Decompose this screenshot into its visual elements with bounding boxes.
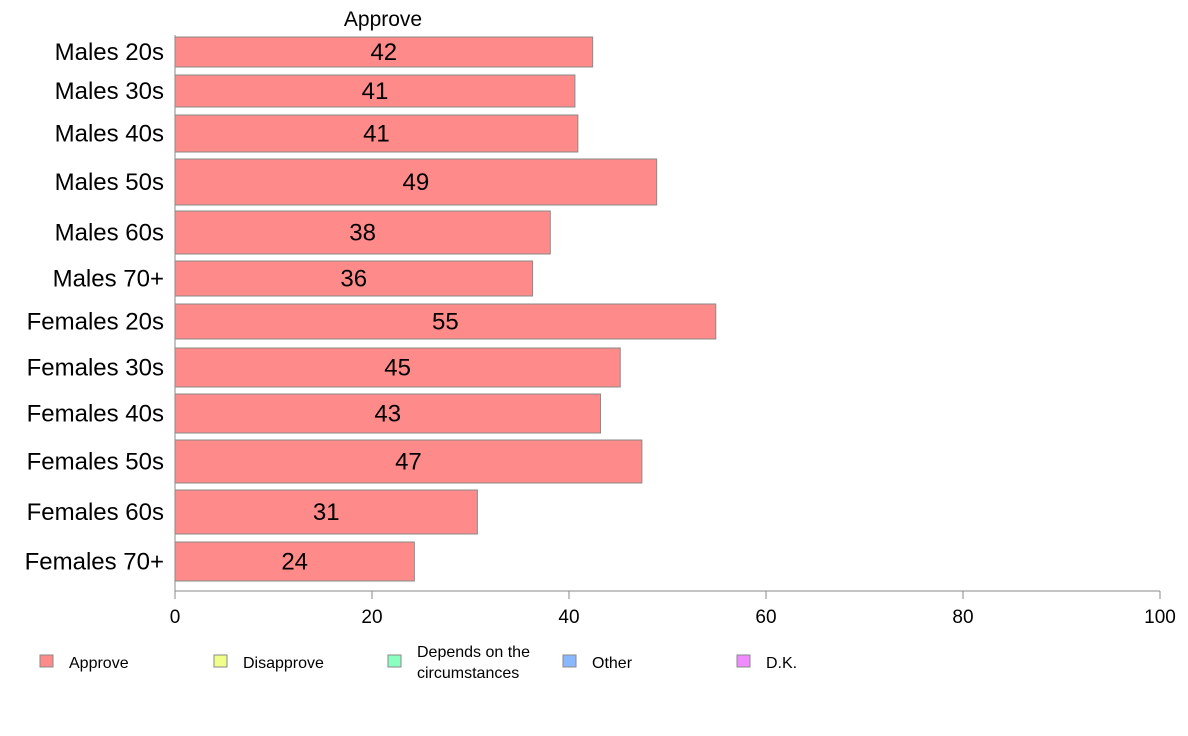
category-label: Females 30s xyxy=(27,355,164,382)
legend-label: Disapprove xyxy=(243,655,324,672)
data-label: 55 xyxy=(432,309,459,336)
bar xyxy=(174,74,576,108)
legend-label: Depends on the xyxy=(417,644,530,661)
data-label: 38 xyxy=(349,220,376,247)
data-label: 47 xyxy=(395,449,422,476)
data-label: 41 xyxy=(362,78,389,105)
category-label: Males 60s xyxy=(55,220,164,247)
bars-group: Males 20s 42 Males 30s 41 Males 40s 41 Males 5… xyxy=(25,36,717,582)
category-label: Males 40s xyxy=(55,121,164,148)
x-tick-label: 80 xyxy=(952,607,973,628)
bar xyxy=(174,439,643,484)
bar xyxy=(174,210,551,255)
category-label: Males 50s xyxy=(55,169,164,196)
data-label: 41 xyxy=(363,121,390,148)
category-label: Males 30s xyxy=(55,78,164,105)
category-label: Males 20s xyxy=(55,39,164,66)
category-label: Males 70+ xyxy=(53,266,164,293)
category-label: Females 50s xyxy=(27,449,164,476)
data-label: 43 xyxy=(374,401,401,428)
data-label: 45 xyxy=(384,355,411,382)
legend-label: D.K. xyxy=(766,655,797,672)
data-label: 42 xyxy=(370,39,397,66)
legend-label: circumstances xyxy=(417,665,519,682)
data-label: 36 xyxy=(340,266,367,293)
bar xyxy=(174,36,594,68)
category-label: Females 40s xyxy=(27,401,164,428)
legend-label: Approve xyxy=(69,655,129,672)
legend-swatch xyxy=(736,654,751,668)
legend: Approve Disapprove Depends on the circumsta… xyxy=(39,644,797,682)
x-axis: 0 20 40 60 80 100 xyxy=(170,35,1176,628)
x-tick-label: 60 xyxy=(755,607,776,628)
bar xyxy=(174,303,717,340)
legend-swatch xyxy=(562,654,577,668)
x-tick-label: 0 xyxy=(170,607,181,628)
column-label: Approve xyxy=(344,8,422,31)
data-label: 24 xyxy=(281,549,308,576)
data-label: 31 xyxy=(313,499,340,526)
legend-swatch xyxy=(39,654,54,668)
data-label: 49 xyxy=(402,169,429,196)
bar xyxy=(174,541,415,582)
bar xyxy=(174,158,658,206)
x-tick-label: 100 xyxy=(1144,607,1176,628)
bar xyxy=(174,489,478,535)
x-tick-label: 40 xyxy=(558,607,579,628)
category-label: Females 70+ xyxy=(25,549,164,576)
x-tick-label: 20 xyxy=(361,607,382,628)
legend-swatch xyxy=(387,654,402,668)
category-label: Females 20s xyxy=(27,309,164,336)
bar xyxy=(174,114,579,153)
legend-swatch xyxy=(213,654,228,668)
legend-label: Other xyxy=(592,655,633,672)
category-label: Females 60s xyxy=(27,499,164,526)
